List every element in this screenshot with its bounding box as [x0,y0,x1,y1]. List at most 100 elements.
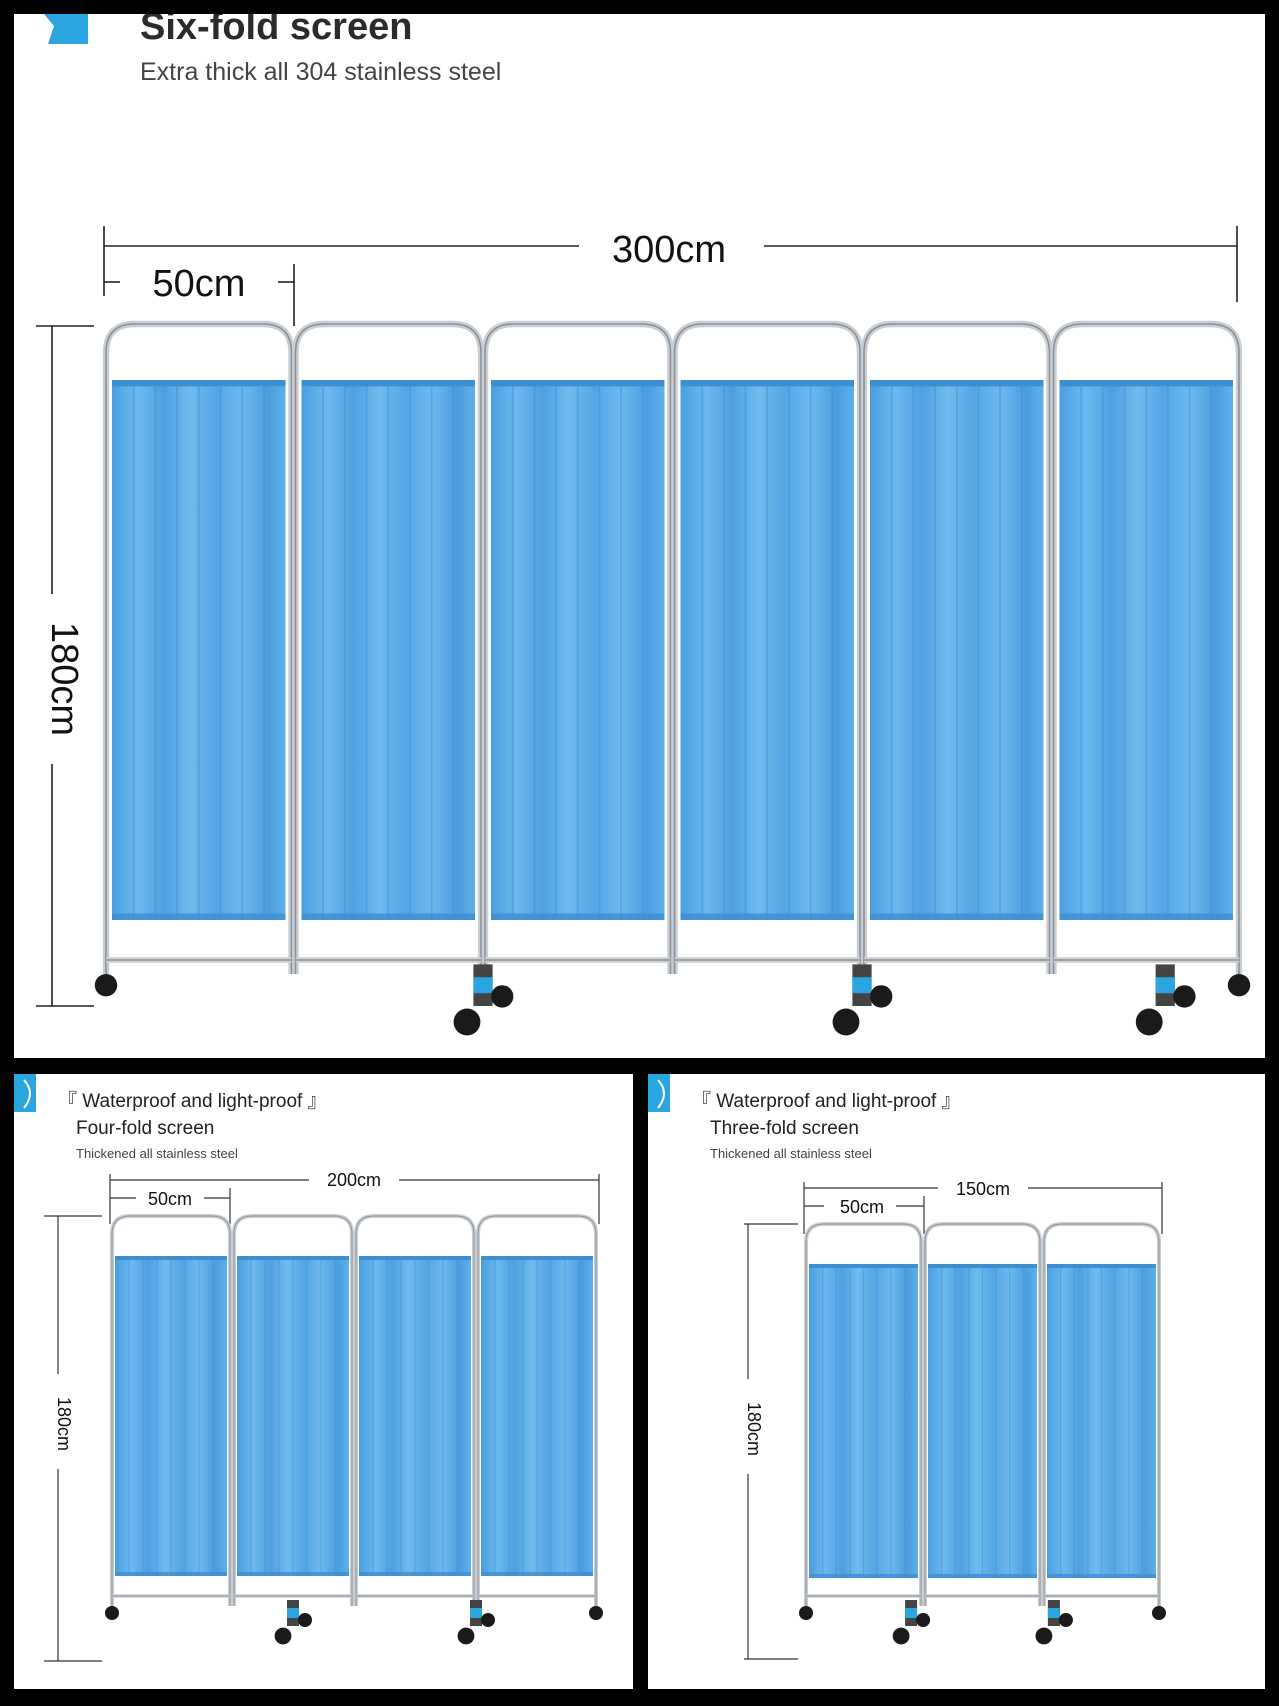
steel-frame-edge [1052,323,1240,974]
curtain-hem [112,913,286,920]
caster-wheel-icon [481,1613,495,1627]
screen-leaf [1042,1222,1161,1606]
curtain-header [1047,1264,1156,1268]
four-fold-screen [105,1214,603,1645]
curtain-header [928,1264,1037,1268]
curtain-fabric [491,380,665,920]
panel-width-label: 50cm [153,263,246,305]
caster-wheel-icon [274,1627,292,1645]
curtain-fabric [928,1264,1037,1578]
caster-wheel-icon [1135,1008,1163,1036]
width-dimension [803,1182,1163,1234]
curtain-fabric [481,1256,593,1576]
feature-tag: 『 Waterproof and light-proof 』 [692,1091,961,1112]
caster-wheel-icon [457,1627,475,1645]
screen-leaf [671,320,864,974]
width-dimension [109,1174,600,1224]
caster-hinge [287,1608,299,1618]
curtain-hem [115,1572,227,1576]
curtain-header [359,1256,471,1260]
curtain-hem [680,913,854,920]
width-dimension [103,226,1238,302]
caster-wheel-icon [1152,1606,1166,1620]
six-fold-panel: 300cm 50cm 180cm Six-fold screen Extra t… [14,14,1265,1058]
caster-wheel-icon [1173,985,1196,1008]
panel-width-label: 50cm [840,1197,884,1217]
accent-mark-icon [44,14,88,44]
accent-mark-icon [14,1074,36,1112]
accent-mark-icon [648,1074,670,1112]
steel-frame-edge [673,323,861,974]
curtain-fabric [112,380,286,920]
screen-leaf [476,1214,598,1606]
curtain-header [870,380,1044,387]
caster-hinge [1155,977,1175,994]
curtain-fabric [1047,1264,1156,1578]
width-label: 300cm [612,229,726,271]
screen-leaf [804,1222,923,1606]
curtain-hem [809,1574,918,1578]
width-label: 150cm [956,1179,1010,1199]
screen-leaf [102,320,295,974]
curtain-hem [237,1572,349,1576]
curtain-fabric [680,380,854,920]
caster-wheel-icon [916,1613,931,1627]
section-title: Four-fold screen [76,1118,215,1139]
curtain-header [115,1256,227,1260]
screen-leaf [354,1214,476,1606]
curtain-hem [870,913,1044,920]
curtain-fabric [870,380,1044,920]
height-label: 180cm [43,622,85,736]
curtain-hem [481,1572,593,1576]
caster-hinge [470,1608,482,1618]
curtain-header [680,380,854,387]
curtain-header [809,1264,918,1268]
width-label: 200cm [327,1170,381,1190]
steel-frame-edge [805,1223,922,1606]
caster-wheel-icon [589,1606,603,1620]
caster-hinge [852,977,872,994]
four-fold-illustration: 200cm 50cm 180cm [14,1074,603,1662]
caster-wheel-icon [832,1008,860,1036]
steel-frame-edge [233,1215,353,1606]
six-fold-screen [94,320,1251,1036]
subtitle: Extra thick all 304 stainless steel [140,58,502,86]
caster-wheel-icon [491,985,514,1008]
caster-hinge [473,977,493,994]
steel-frame-edge [294,323,482,974]
feature-tag: 『 Waterproof and light-proof 』 [58,1091,327,1112]
screen-leaf [232,1214,354,1606]
curtain-hem [359,1572,471,1576]
curtain-hem [1059,913,1233,920]
steel-frame-edge [863,323,1051,974]
steel-frame-edge [484,323,672,974]
screen-leaf [1050,320,1243,974]
height-label: 180cm [54,1397,74,1451]
page-title: Six-fold screen [140,14,413,48]
panel-width-label: 50cm [148,1189,192,1209]
three-fold-panel: 150cm 50cm 180cm 『 Waterproof and light-… [648,1074,1265,1689]
steel-frame-edge [355,1215,475,1606]
height-dimension [36,325,94,1007]
curtain-fabric [301,380,475,920]
steel-frame-edge [477,1215,597,1606]
steel-frame-edge [924,1223,1041,1606]
caster-hinge [1047,1608,1060,1618]
screen-leaf [923,1222,1042,1606]
six-fold-illustration: 300cm 50cm 180cm [36,14,1251,1036]
three-fold-illustration: 150cm 50cm 180cm [648,1074,1166,1660]
height-dimension [744,1223,798,1660]
caster-wheel-icon [870,985,893,1008]
curtain-header [112,380,286,387]
section-title: Three-fold screen [710,1118,859,1139]
curtain-hem [928,1574,1037,1578]
curtain-fabric [809,1264,918,1578]
screen-leaf [860,320,1053,974]
caster-wheel-icon [1058,1613,1073,1627]
curtain-fabric [359,1256,471,1576]
screen-leaf [110,1214,232,1606]
four-fold-panel: 200cm 50cm 180cm 『 Waterproof and light-… [14,1074,633,1689]
curtain-fabric [237,1256,349,1576]
steel-frame-edge [105,323,293,974]
curtain-header [237,1256,349,1260]
